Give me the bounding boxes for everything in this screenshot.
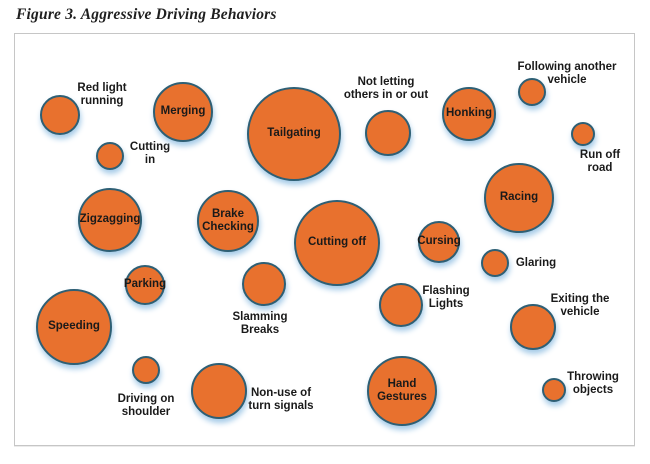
bubble-parking: Parking <box>123 265 167 305</box>
bubble-label-cutting-in: Cutting in <box>129 141 171 167</box>
bubble-label-exiting-the-vehicle: Exiting the vehicle <box>550 293 610 319</box>
bubble-label-cutting-off: Cutting off <box>307 236 367 249</box>
bubble-flashing-lights <box>379 283 423 327</box>
bubble-cursing: Cursing <box>417 221 461 263</box>
bubble-label-tailgating: Tailgating <box>267 127 321 140</box>
bubble-label-driving-on-shoulder: Driving on shoulder <box>117 393 175 419</box>
bubble-label-parking: Parking <box>123 278 167 291</box>
bubble-label-throwing-objects: Throwing objects <box>567 371 619 397</box>
bubble-merging: Merging <box>153 82 213 142</box>
bubble-zigzagging: Zigzagging <box>78 188 142 252</box>
bubble-brake-checking: Brake Checking <box>197 190 259 252</box>
bubble-tailgating: Tailgating <box>247 87 341 181</box>
bubble-hand-gestures: Hand Gestures <box>367 356 437 426</box>
bubble-label-cursing: Cursing <box>417 235 461 248</box>
bubble-label-honking: Honking <box>446 107 492 120</box>
bubble-cutting-off: Cutting off <box>294 200 380 286</box>
bubble-red-light-running <box>40 95 80 135</box>
bubble-racing: Racing <box>484 163 554 233</box>
bubble-not-letting-others-in-or-out <box>365 110 411 156</box>
bubble-label-not-letting-others-in-or-out: Not letting others in or out <box>343 76 429 102</box>
bubble-label-red-light-running: Red light running <box>77 82 127 108</box>
bubble-label-slamming-breaks: Slamming Breaks <box>232 311 288 337</box>
bubble-label-racing: Racing <box>499 191 539 204</box>
bubble-throwing-objects <box>542 378 566 402</box>
bubble-glaring <box>481 249 509 277</box>
bubble-speeding: Speeding <box>36 289 112 365</box>
bubble-label-run-off-road: Run off road <box>579 149 621 175</box>
bubble-label-non-use-of-turn-signals: Non-use of turn signals <box>248 387 314 413</box>
bubble-label-glaring: Glaring <box>515 257 557 269</box>
bubble-label-brake-checking: Brake Checking <box>202 207 254 233</box>
bubble-following-another-vehicle <box>518 78 546 106</box>
bubble-label-merging: Merging <box>160 105 206 118</box>
bubble-honking: Honking <box>442 87 496 141</box>
bubble-label-hand-gestures: Hand Gestures <box>377 377 427 403</box>
bubble-label-following-another-vehicle: Following another vehicle <box>517 61 617 87</box>
bubble-slamming-breaks <box>242 262 286 306</box>
bubble-label-speeding: Speeding <box>48 320 100 333</box>
bubble-exiting-the-vehicle <box>510 304 556 350</box>
bubble-label-zigzagging: Zigzagging <box>79 213 141 226</box>
bubble-non-use-of-turn-signals <box>191 363 247 419</box>
bubble-cutting-in <box>96 142 124 170</box>
bubble-driving-on-shoulder <box>132 356 160 384</box>
figure-title: Figure 3. Aggressive Driving Behaviors <box>16 6 277 23</box>
bubble-label-flashing-lights: Flashing Lights <box>422 285 470 311</box>
bubble-run-off-road <box>571 122 595 146</box>
